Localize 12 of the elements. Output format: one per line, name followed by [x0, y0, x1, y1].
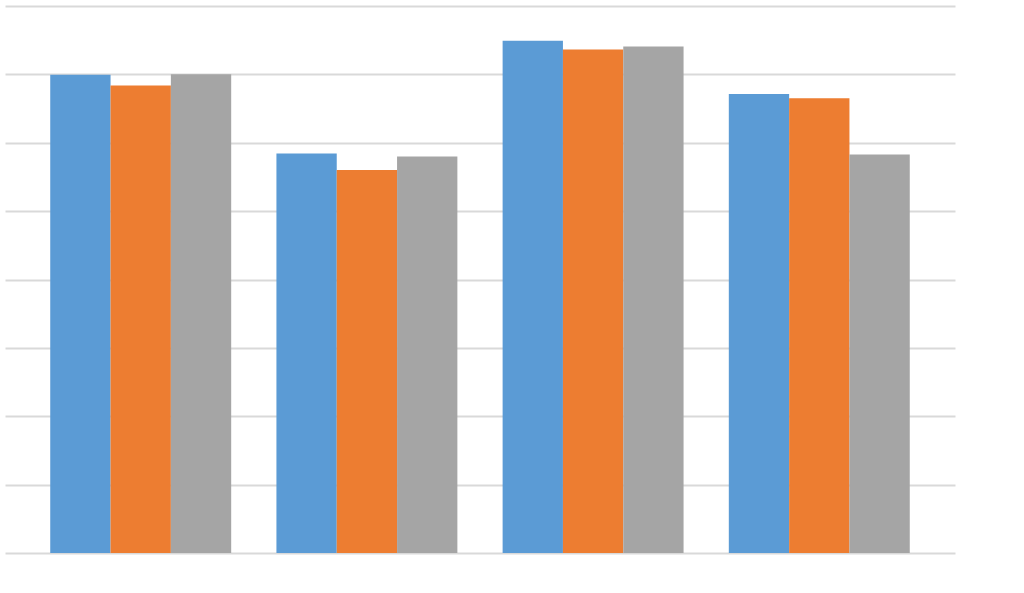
bar: [276, 153, 337, 553]
bar: [728, 94, 790, 553]
bar: [502, 40, 563, 553]
bar: [789, 98, 850, 553]
bar: [110, 85, 171, 553]
bar: [170, 74, 232, 553]
bar: [849, 154, 910, 553]
bar: [623, 46, 684, 553]
bar: [397, 156, 458, 553]
bar: [336, 169, 398, 553]
bar: [50, 74, 111, 553]
bar: [562, 49, 624, 553]
